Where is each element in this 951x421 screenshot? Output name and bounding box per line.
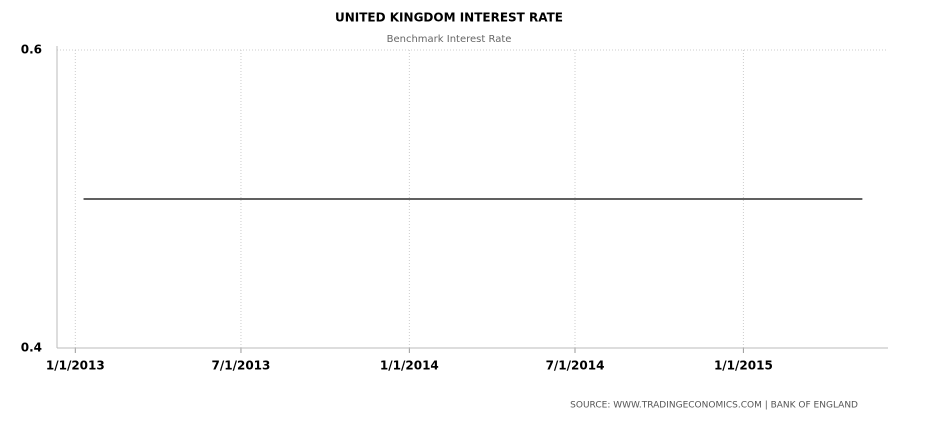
x-tick-label: 7/1/2014 (546, 359, 605, 373)
x-tick-label: 1/1/2015 (714, 359, 773, 373)
chart-subtitle: Benchmark Interest Rate (387, 34, 512, 45)
y-tick-label: 0.6 (21, 43, 42, 57)
x-tick-label: 1/1/2013 (46, 359, 105, 373)
y-tick-label: 0.4 (21, 341, 42, 355)
x-tick-label: 1/1/2014 (380, 359, 439, 373)
source-note: SOURCE: WWW.TRADINGECONOMICS.COM | BANK … (570, 401, 858, 411)
chart-title: UNITED KINGDOM INTEREST RATE (335, 11, 563, 25)
x-tick-label: 7/1/2013 (212, 359, 271, 373)
